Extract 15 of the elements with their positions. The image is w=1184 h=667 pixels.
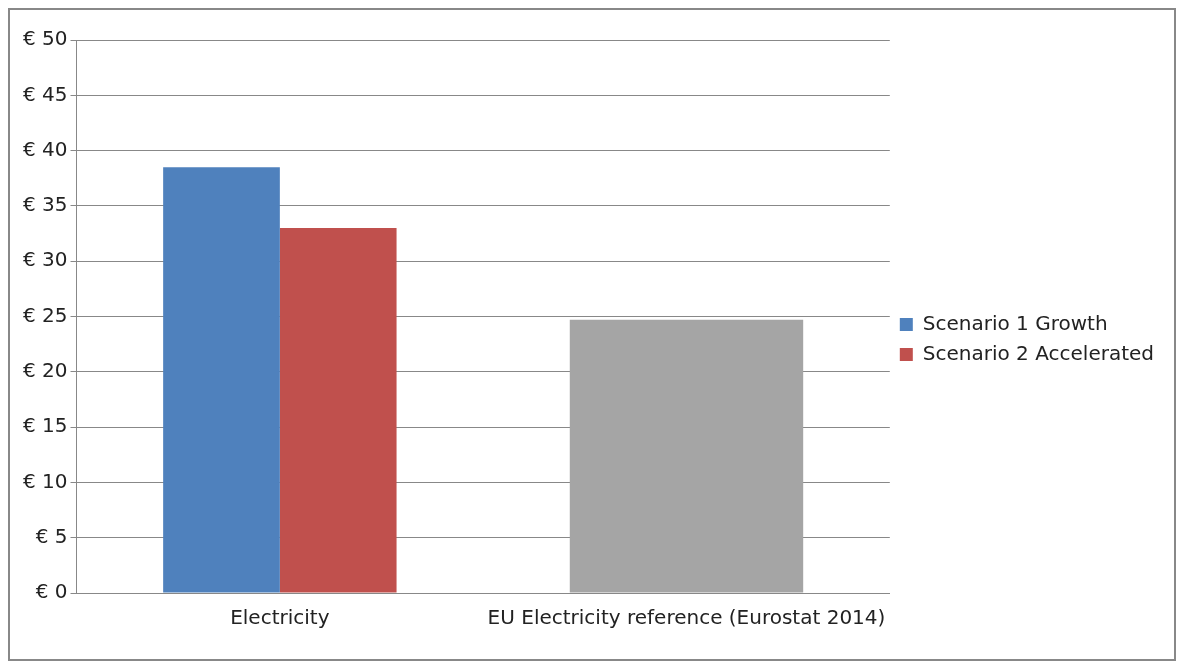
y-tick-label: € 30 [23, 247, 68, 272]
y-tick-label: € 20 [23, 358, 68, 382]
y-tick-label: € 50 [23, 26, 68, 51]
y-tick-label: € 0 [35, 579, 68, 604]
y-tick-label: € 45 [23, 81, 68, 106]
x-tick-label: EU Electricity reference (Eurostat 2014) [487, 605, 886, 630]
y-tick-label: € 35 [23, 192, 68, 217]
y-tick-label: € 5 [35, 523, 68, 548]
y-tick-label: € 15 [23, 413, 68, 438]
x-tick-label: Electricity [230, 605, 330, 630]
legend-label: Scenario 2 Accelerated [922, 340, 1155, 365]
legend-label: Scenario 1 Growth [922, 310, 1108, 335]
y-tick-label: € 25 [23, 302, 68, 327]
y-tick-label: € 10 [23, 468, 68, 493]
y-tick-label: € 40 [23, 136, 68, 161]
